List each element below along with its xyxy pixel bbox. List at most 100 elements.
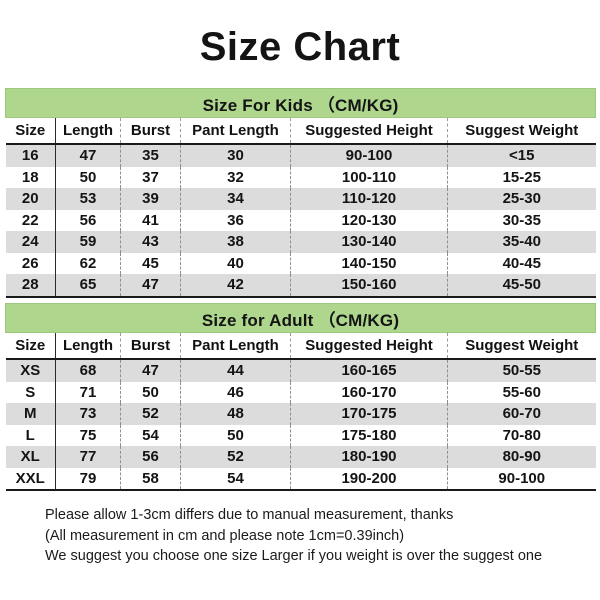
cell-length: 62 [55,252,121,274]
cell-height: 120-130 [290,209,448,231]
cell-height: 180-190 [290,446,448,468]
kids-col-pant: Pant Length [180,117,291,145]
cell-size: XXL [5,467,56,491]
cell-size: XS [5,359,56,382]
kids-col-burst: Burst [120,117,181,145]
cell-pant: 48 [180,403,291,425]
measurement-notes: Please allow 1-3cm differs due to manual… [45,505,590,567]
cell-size: 22 [5,209,56,231]
adult-column-header-row: Size Length Burst Pant Length Suggested … [5,332,596,360]
table-row: 28 65 47 42 150-160 45-50 [5,274,596,298]
cell-pant: 30 [180,144,291,167]
cell-burst: 45 [120,252,181,274]
table-row: L 75 54 50 175-180 70-80 [5,424,596,446]
kids-column-header-row: Size Length Burst Pant Length Suggested … [5,117,596,145]
page-title: Size Chart [199,25,401,69]
table-row: XXL 79 58 54 190-200 90-100 [5,467,596,491]
cell-size: 24 [5,231,56,253]
cell-weight: 45-50 [447,274,596,298]
cell-height: 140-150 [290,252,448,274]
cell-length: 65 [55,274,121,298]
cell-burst: 56 [120,446,181,468]
cell-size: 26 [5,252,56,274]
cell-size: XL [5,446,56,468]
cell-height: 100-110 [290,166,448,188]
cell-weight: 60-70 [447,403,596,425]
adult-col-height: Suggested Height [290,332,448,360]
cell-weight: 25-30 [447,188,596,210]
cell-burst: 39 [120,188,181,210]
cell-length: 75 [55,424,121,446]
table-row: S 71 50 46 160-170 55-60 [5,381,596,403]
note-line-2: (All measurement in cm and please note 1… [45,527,405,544]
table-row: XL 77 56 52 180-190 80-90 [5,446,596,468]
cell-weight: 40-45 [447,252,596,274]
cell-pant: 50 [180,424,291,446]
cell-burst: 52 [120,403,181,425]
cell-weight: <15 [447,144,596,167]
cell-pant: 52 [180,446,291,468]
table-row: 22 56 41 36 120-130 30-35 [5,209,596,231]
cell-pant: 36 [180,209,291,231]
cell-length: 47 [55,144,121,167]
table-row: 18 50 37 32 100-110 15-25 [5,166,596,188]
cell-length: 50 [55,166,121,188]
cell-height: 190-200 [290,467,448,491]
table-row: M 73 52 48 170-175 60-70 [5,403,596,425]
adult-col-length: Length [55,332,121,360]
cell-size: 20 [5,188,56,210]
adult-col-pant: Pant Length [180,332,291,360]
cell-weight: 30-35 [447,209,596,231]
cell-weight: 15-25 [447,166,596,188]
cell-burst: 47 [120,274,181,298]
cell-pant: 54 [180,467,291,491]
cell-size: L [5,424,56,446]
table-row: 20 53 39 34 110-120 25-30 [5,188,596,210]
cell-length: 59 [55,231,121,253]
cell-height: 110-120 [290,188,448,210]
kids-col-size: Size [5,117,56,145]
kids-banner-label: Size For Kids （CM/KG) [4,88,597,118]
cell-height: 175-180 [290,424,448,446]
cell-pant: 40 [180,252,291,274]
adult-col-burst: Burst [120,332,181,360]
cell-size: 16 [5,144,56,167]
kids-col-length: Length [55,117,121,145]
cell-length: 68 [55,359,121,382]
adult-banner-row: Size for Adult （CM/KG) [5,303,596,333]
cell-height: 160-165 [290,359,448,382]
cell-height: 170-175 [290,403,448,425]
cell-weight: 70-80 [447,424,596,446]
cell-length: 73 [55,403,121,425]
cell-pant: 44 [180,359,291,382]
cell-burst: 58 [120,467,181,491]
cell-length: 71 [55,381,121,403]
cell-burst: 43 [120,231,181,253]
cell-height: 130-140 [290,231,448,253]
adult-col-size: Size [5,332,56,360]
table-row: 26 62 45 40 140-150 40-45 [5,252,596,274]
cell-height: 160-170 [290,381,448,403]
cell-pant: 38 [180,231,291,253]
cell-size: M [5,403,56,425]
adult-size-table: Size for Adult （CM/KG) Size Length Burst… [5,303,596,491]
cell-length: 77 [55,446,121,468]
cell-length: 53 [55,188,121,210]
cell-size: 28 [5,274,56,298]
cell-burst: 50 [120,381,181,403]
note-line-1: Please allow 1-3cm differs due to manual… [45,507,454,523]
cell-size: 18 [5,166,56,188]
kids-banner-row: Size For Kids （CM/KG) [4,88,597,118]
kids-col-height: Suggested Height [290,117,448,145]
adult-col-weight: Suggest Weight [447,332,596,360]
note-line-3: We suggest you choose one size Larger if… [45,548,543,564]
cell-burst: 35 [120,144,181,167]
table-row: XS 68 47 44 160-165 50-55 [5,359,596,382]
cell-weight: 90-100 [447,467,596,491]
cell-length: 79 [55,467,121,491]
kids-col-weight: Suggest Weight [447,117,596,145]
table-row: 16 47 35 30 90-100 <15 [5,144,596,167]
table-row: 24 59 43 38 130-140 35-40 [5,231,596,253]
cell-pant: 34 [180,188,291,210]
